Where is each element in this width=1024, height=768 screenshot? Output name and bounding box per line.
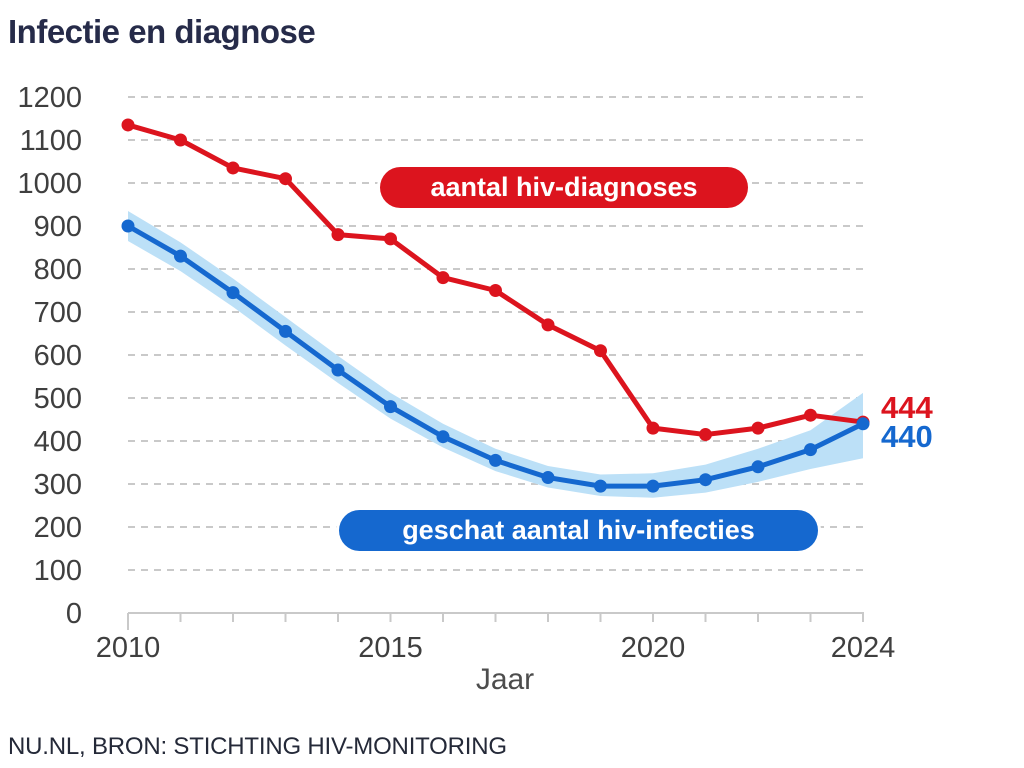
diagnoses-point [804, 408, 817, 422]
diagnoses-point [699, 428, 712, 442]
infections-point [804, 443, 817, 457]
diagnoses-point [226, 161, 240, 175]
infections-point [541, 471, 555, 485]
y-tick-label: 300 [34, 469, 82, 501]
infections-point [174, 249, 187, 263]
infections-annotation-label: geschat aantal hiv-infecties [402, 515, 755, 545]
page-title: Infectie en diagnose [8, 13, 316, 50]
diagnoses-point [174, 133, 187, 147]
x-axis-title: Jaar [475, 663, 535, 696]
diagnoses-point [331, 228, 345, 242]
diagnoses-point [489, 284, 502, 297]
diagnoses-annotation-pill: aantal hiv-diagnoses [380, 167, 748, 208]
diagnoses-point [541, 318, 555, 332]
y-tick-label: 0 [66, 598, 82, 630]
infections-point [856, 417, 870, 431]
y-tick-label: 700 [34, 297, 82, 329]
infections-point [384, 400, 397, 414]
infections-point [121, 219, 135, 233]
infections-points [121, 219, 870, 493]
source-credit: NU.NL, BRON: STICHTING HIV-MONITORING [8, 733, 507, 760]
infections-annotation-pill: geschat aantal hiv-infecties [339, 510, 818, 551]
diagnoses-end-value: 444 [881, 390, 933, 425]
infections-point [489, 453, 502, 467]
infections-point [594, 479, 607, 493]
diagnoses-point [279, 172, 292, 186]
infections-point [751, 460, 765, 474]
y-tick-label: 800 [34, 254, 82, 286]
infections-point [436, 430, 450, 444]
diagnoses-point [594, 344, 607, 358]
x-axis: 2010 2015 2020 2024 [96, 612, 896, 664]
diagnoses-point [751, 421, 765, 435]
x-tick-label: 2015 [358, 632, 423, 664]
infections-point [226, 286, 240, 300]
infections-confidence-band [128, 210, 863, 498]
infections-end-value: 440 [881, 419, 933, 454]
y-axis-tick-labels: 0 100 200 300 400 500 600 700 800 900 1000 1100 1200 [17, 82, 82, 630]
y-tick-label: 1200 [17, 82, 82, 114]
y-tick-label: 900 [34, 211, 82, 243]
y-tick-label: 500 [34, 383, 82, 415]
infections-line [125, 223, 866, 489]
y-tick-label: 600 [34, 340, 82, 372]
x-tick-label: 2024 [831, 632, 896, 664]
diagnoses-point [646, 421, 660, 435]
infections-point [331, 363, 345, 377]
y-tick-label: 1100 [20, 125, 82, 157]
infections-point [699, 473, 712, 487]
y-tick-label: 200 [34, 512, 82, 544]
x-tick-label: 2010 [96, 632, 161, 664]
diagnoses-annotation-label: aantal hiv-diagnoses [430, 172, 698, 202]
y-tick-label: 400 [34, 426, 82, 458]
diagnoses-point [121, 118, 135, 132]
infections-point [279, 324, 292, 338]
y-tick-label: 100 [34, 555, 82, 587]
diagnoses-point [436, 271, 450, 285]
diagnoses-point [384, 232, 397, 246]
y-tick-label: 1000 [17, 168, 82, 200]
infections-point [646, 479, 660, 493]
x-tick-label: 2020 [621, 632, 686, 664]
